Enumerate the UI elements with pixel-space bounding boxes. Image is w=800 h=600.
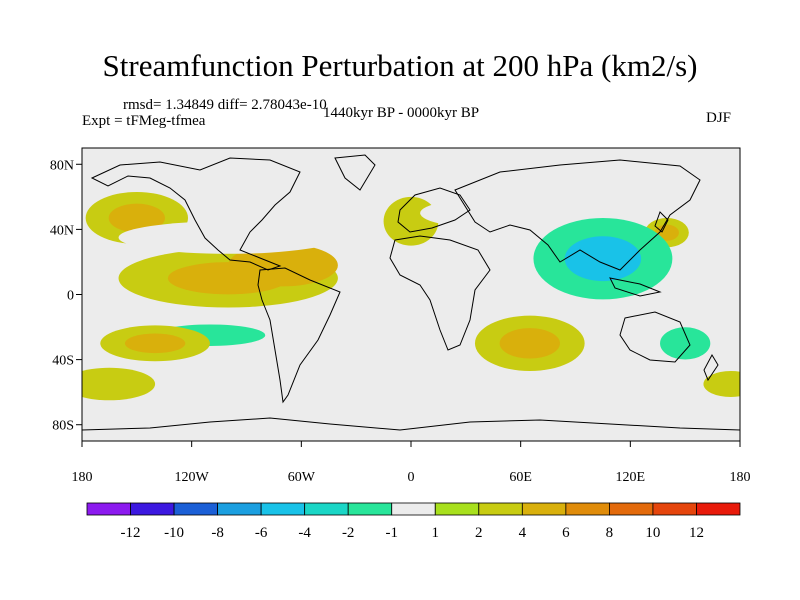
y-tick-label: 40N [50, 223, 74, 238]
colorbar-swatch [521, 502, 567, 516]
colorbar-swatch [478, 502, 523, 516]
y-tick-label: 0 [67, 289, 74, 304]
coastlines [82, 154, 740, 431]
y-axis: 80N 40N 0 40S 80S [50, 158, 82, 434]
season-label: DJF [706, 110, 732, 126]
x-tick-label: 120W [175, 470, 210, 485]
x-tick-label: 0 [408, 470, 415, 485]
region-southern-ocean-positive [703, 371, 740, 398]
region-north-atlantic-negative [118, 221, 338, 254]
x-tick-label: 60W [288, 470, 316, 485]
y-tick-label: 80S [52, 419, 74, 434]
region-north-pacific-west-negative [612, 164, 740, 197]
colorbar-swatch [173, 502, 218, 516]
colorbar-label: -4 [298, 525, 311, 541]
colorbar-label: -6 [255, 525, 268, 541]
region-core-asia-negative [564, 236, 642, 282]
colorbar-label: 4 [519, 525, 527, 541]
colorbar-swatch [565, 502, 610, 516]
colorbar-swatch [391, 502, 436, 516]
colorbar-swatch [347, 502, 393, 516]
region-eurasia-negative [420, 196, 585, 230]
chart-title: Streamfunction Perturbation at 200 hPa (… [102, 48, 698, 83]
colorbar: -12 -10 -8 -6 -4 -2 -1 1 2 4 6 8 10 12 [86, 502, 741, 541]
experiment-label: Expt = tFMeg-tfmea [82, 113, 206, 129]
colorbar-label: -2 [342, 525, 355, 541]
x-tick-label: 180 [72, 470, 93, 485]
colorbar-swatch [434, 502, 480, 516]
y-tick-label: 80N [50, 158, 74, 173]
x-axis: 180 120W 60W 0 60E 120E 180 [72, 441, 751, 485]
colorbar-label: 2 [475, 525, 483, 541]
x-tick-label: 120E [616, 470, 646, 485]
colorbar-swatch [217, 502, 262, 516]
colorbar-label: -8 [211, 525, 224, 541]
period-label: 1440kyr BP - 0000kyr BP [323, 105, 480, 121]
colorbar-label: 8 [606, 525, 614, 541]
colorbar-label: -10 [164, 525, 184, 541]
region-core-south-indian-positive [499, 328, 560, 359]
colorbar-label: 12 [689, 525, 704, 541]
region-southeast-pacific-positive [82, 367, 156, 401]
region-north-africa-negative [383, 265, 457, 292]
region-caribbean-positive [228, 244, 338, 287]
anomaly-regions [82, 164, 740, 401]
colorbar-swatch [609, 502, 654, 516]
x-tick-label: 180 [730, 470, 751, 485]
colorbar-swatch [304, 502, 349, 516]
colorbar-swatch [652, 502, 697, 516]
y-tick-label: 40S [52, 354, 74, 369]
colorbar-label: 1 [432, 525, 440, 541]
colorbar-swatch [260, 502, 306, 516]
region-europe-positive [383, 196, 439, 246]
colorbar-swatch [86, 502, 131, 516]
stats-label: rmsd= 1.34849 diff= 2.78043e-10 [123, 97, 327, 113]
region-core-australia-negative [660, 327, 711, 360]
colorbar-label: 6 [562, 525, 570, 541]
colorbar-label: 10 [645, 525, 660, 541]
colorbar-label: -1 [385, 525, 398, 541]
x-tick-label: 60E [509, 470, 532, 485]
region-core-north-pacific-positive [108, 203, 165, 233]
colorbar-swatch [130, 502, 175, 516]
region-core-south-pacific-positive [124, 333, 186, 354]
colorbar-label: -12 [121, 525, 141, 541]
colorbar-swatch [696, 502, 741, 516]
